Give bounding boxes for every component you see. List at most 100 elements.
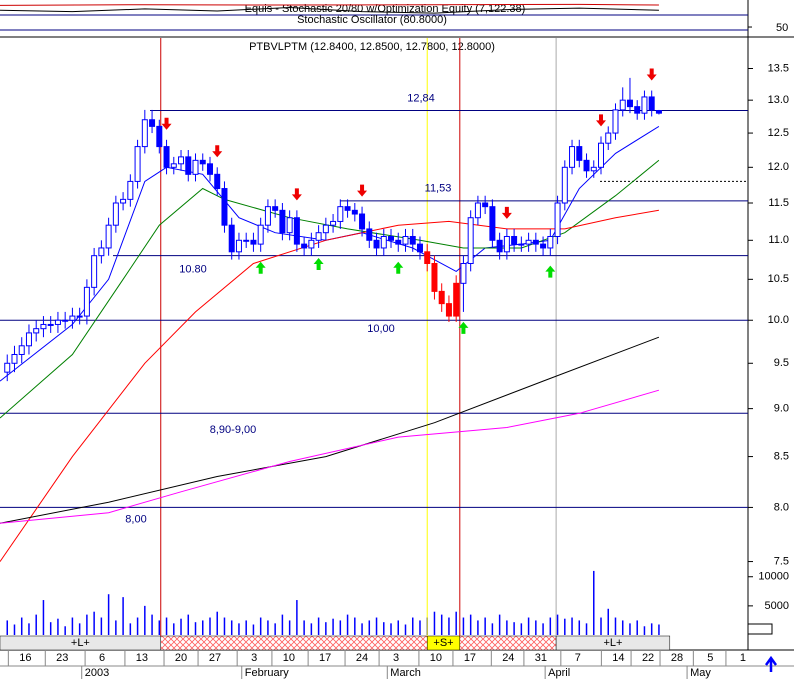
month-label: March (390, 667, 421, 679)
candle-body (170, 163, 177, 168)
month-label: April (548, 667, 570, 679)
y-tick-label: 9.5 (774, 357, 789, 369)
stochastic-line (0, 3, 659, 6)
x-tick-label: 16 (19, 652, 31, 664)
candle-body (641, 96, 648, 114)
x-tick-label: 7 (575, 652, 581, 664)
sell-signal (501, 206, 512, 219)
candle-body (424, 251, 431, 264)
level-label: 12,84 (407, 92, 435, 104)
candle-body (286, 217, 293, 234)
buy-signal (393, 261, 404, 274)
buy-signal (458, 321, 469, 334)
x-tick-label: 6 (99, 652, 105, 664)
stochastic-subtitle: Stochastic Oscillator (80.8000) (297, 14, 447, 26)
x-tick-label: 14 (612, 652, 624, 664)
candle-body (322, 224, 329, 234)
candle-body (214, 173, 221, 190)
candle-body (228, 224, 235, 253)
candle-body (380, 235, 387, 249)
y-tick-label: 10.0 (768, 314, 789, 326)
candle-body (590, 166, 597, 172)
candle-body (206, 163, 213, 175)
candle-body (257, 224, 264, 245)
zone-label: +L+ (71, 637, 90, 649)
candle-body (351, 209, 358, 215)
candle-body (264, 206, 271, 226)
candle-body (518, 243, 525, 246)
candle-body (561, 166, 568, 204)
candle-body (431, 262, 438, 292)
sell-signal (357, 184, 368, 197)
candle-body (192, 159, 199, 175)
candle-body (540, 243, 547, 249)
y-tick-label: 10000 (758, 571, 789, 583)
zone (555, 635, 671, 651)
candle-body (634, 106, 641, 114)
month-label: February (245, 667, 290, 679)
moving-average (0, 336, 660, 524)
candle-body (301, 243, 308, 249)
candle-body (344, 206, 351, 211)
level-label: 10,00 (367, 323, 395, 335)
candle-body (185, 156, 192, 175)
candle-body (395, 239, 402, 245)
candle-body (47, 323, 54, 326)
candle-body (648, 96, 655, 111)
candle-body (178, 156, 185, 165)
candle-body (105, 224, 112, 249)
x-tick-label: 17 (464, 652, 476, 664)
y-tick-label: 13.0 (768, 94, 789, 106)
x-tick-label: 31 (535, 652, 547, 664)
x-tick-label: 10 (430, 652, 442, 664)
y-tick-label: 50 (776, 22, 788, 34)
y-tick-label: 12.5 (768, 127, 789, 139)
candle-body (25, 332, 32, 347)
y-tick-label: 11.5 (768, 197, 789, 209)
y-tick-label: 9.0 (774, 403, 789, 415)
y-tick-label: 12.0 (768, 161, 789, 173)
y-tick-label: 8.5 (774, 450, 789, 462)
buy-signal (313, 257, 324, 270)
zone-label: +S+ (433, 637, 453, 649)
candle-body (532, 239, 539, 245)
level-label: 11,53 (425, 183, 452, 195)
candle-body (141, 119, 148, 148)
y-tick-label: 13.5 (768, 62, 789, 74)
candle-body (576, 146, 583, 161)
level-label: 8,00 (125, 513, 146, 525)
y-tick-label: 8.0 (774, 501, 789, 513)
x-tick-label: 17 (319, 652, 331, 664)
candle-body (127, 180, 134, 200)
candle-body (62, 319, 69, 322)
candle-body (547, 235, 554, 249)
candle-body (250, 239, 257, 245)
candle-body (605, 132, 612, 144)
scroll-arrow[interactable] (764, 655, 778, 672)
x-tick-label: 13 (136, 652, 148, 664)
candle-body (330, 220, 337, 226)
candle-body (199, 159, 206, 165)
axis-box (747, 623, 773, 635)
candle-body (76, 315, 83, 318)
sell-signal (212, 145, 223, 158)
level-label: 10.80 (179, 264, 207, 276)
candle-body (467, 217, 474, 264)
y-tick-label: 11.0 (768, 234, 789, 246)
x-tick-label: 10 (283, 652, 295, 664)
candle-body (156, 125, 163, 148)
candle-body (496, 239, 503, 253)
x-tick-label: 3 (393, 652, 399, 664)
candle-body (569, 146, 576, 168)
candle-body (33, 328, 40, 334)
candle-body (416, 243, 423, 253)
candle-body (359, 213, 366, 230)
candle-body (583, 159, 590, 172)
stochastic-line (0, 6, 659, 14)
candle-body (373, 239, 380, 249)
month-label: 2003 (85, 667, 109, 679)
candle-body (279, 209, 286, 234)
moving-average (0, 389, 660, 524)
sell-signal (291, 188, 302, 201)
candle-body (511, 235, 518, 245)
